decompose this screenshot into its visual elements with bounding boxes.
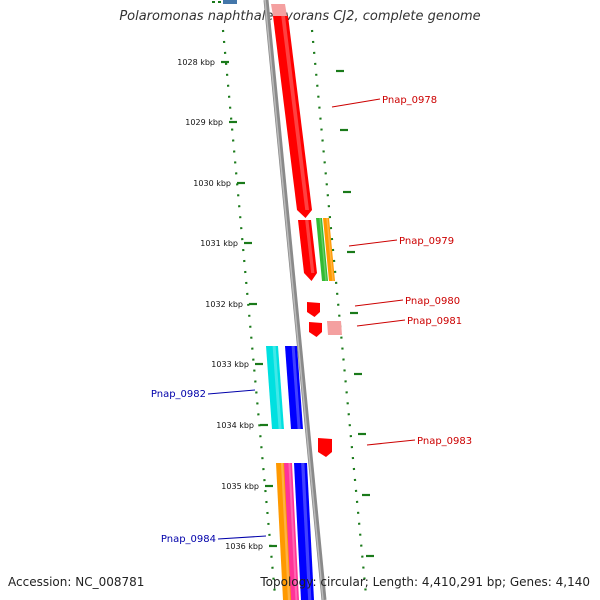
gene-blue-bar-lower-shade xyxy=(301,463,312,600)
gene-orange-bar-shade xyxy=(326,218,334,281)
gene-label[interactable]: Pnap_0979 xyxy=(399,236,454,247)
gene-pnap-0984-bar[interactable] xyxy=(276,463,292,600)
gene-pnap-0982-bar-shade xyxy=(272,346,282,429)
gene-pink-bar[interactable] xyxy=(284,463,299,600)
gene-label-leader xyxy=(356,319,406,327)
scale-tick-label: 1028 kbp xyxy=(177,58,215,67)
gene-pnap-0979-bar-shade xyxy=(305,220,315,273)
gene-blue-bar-lower[interactable] xyxy=(294,463,314,600)
gene-label[interactable]: Pnap_0980 xyxy=(405,296,460,307)
gene-label-leader xyxy=(354,299,404,307)
scale-tick-label: 1034 kbp xyxy=(216,421,254,430)
gene-green-bar[interactable] xyxy=(316,218,328,281)
gene-pnap-0984-bar-shade xyxy=(280,463,291,600)
gene-pnap-0982-bar[interactable] xyxy=(266,346,284,429)
gene-label-leader xyxy=(217,535,267,540)
scale-tick-label: 1032 kbp xyxy=(205,300,243,309)
gene-pale-top[interactable] xyxy=(271,4,287,16)
gene-fragment-top[interactable] xyxy=(223,0,237,4)
gene-orange-bar[interactable] xyxy=(323,218,335,281)
gene-blue-bar[interactable] xyxy=(285,346,303,429)
gene-pnap-0978-bar-shade xyxy=(281,16,309,210)
genome-summary-text: Topology: circular; Length: 4,410,291 bp… xyxy=(260,575,590,589)
ruler-tracks xyxy=(212,1,368,596)
gene-label-leader xyxy=(348,239,398,247)
gene-pnap-0981-bar[interactable] xyxy=(327,321,342,335)
gene-label[interactable]: Pnap_0983 xyxy=(417,436,472,447)
gene-red-small[interactable] xyxy=(309,322,322,337)
gene-pnap-0978-bar[interactable] xyxy=(273,16,312,218)
gene-label[interactable]: Pnap_0978 xyxy=(382,95,437,106)
gene-pnap-0980-bar[interactable] xyxy=(307,302,320,317)
gene-label-leader xyxy=(331,98,381,108)
gene-label[interactable]: Pnap_0984 xyxy=(161,534,216,545)
scale-tick-label: 1035 kbp xyxy=(221,482,259,491)
gene-features xyxy=(223,0,342,600)
gene-blue-bar-shade xyxy=(291,346,301,429)
scale-tick-label: 1030 kbp xyxy=(193,179,231,188)
gene-label-leader xyxy=(207,389,256,395)
gene-pnap-0983-bar[interactable] xyxy=(318,438,332,457)
gene-label[interactable]: Pnap_0981 xyxy=(407,316,462,327)
map-title: Polaromonas naphthalenivorans CJ2, compl… xyxy=(119,9,481,24)
gene-labels: Pnap_0978 Pnap_0979 Pnap_0980 Pnap_0981 Pnap… xyxy=(151,95,472,545)
gene-label-leader xyxy=(366,439,416,446)
gene-label[interactable]: Pnap_0982 xyxy=(151,389,206,400)
scale-tick-label: 1031 kbp xyxy=(200,239,238,248)
gene-green-bar-shade xyxy=(319,218,327,281)
scale-tick-label: 1036 kbp xyxy=(225,542,263,551)
gene-pink-bar-shade xyxy=(288,463,298,600)
accession-text: Accession: NC_008781 xyxy=(8,575,145,589)
genome-backbone-highlight xyxy=(264,0,324,600)
scale-tick-label: 1033 kbp xyxy=(211,360,249,369)
scale-tick-label: 1029 kbp xyxy=(185,118,223,127)
gene-pnap-0979-bar[interactable] xyxy=(298,220,317,281)
genome-backbone xyxy=(263,0,327,600)
ruler-dots-0 xyxy=(221,29,277,596)
scale-ticks: 1028 kbp 1029 kbp 1030 kbp 1031 kbp 1032 kbp… xyxy=(177,58,374,558)
